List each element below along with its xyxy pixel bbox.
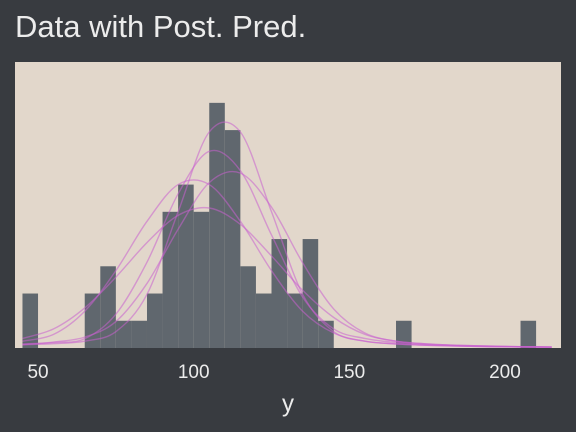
posterior-curve [22,170,552,348]
histogram-bar [520,320,537,348]
histogram-bar [193,211,210,348]
histogram-bar [146,293,163,348]
posterior-curve [22,179,552,348]
x-tick-label: 150 [333,362,365,383]
x-tick-label: 100 [178,362,210,383]
histogram-bar [115,320,132,348]
plot-layer [22,102,552,348]
x-axis-label: y [282,390,294,417]
histogram-bar [131,320,147,348]
histogram-bar [224,130,241,348]
histogram-bar [209,102,225,348]
histogram-bar [240,266,256,348]
histogram-bar [178,184,194,348]
histogram-bar [22,293,39,348]
histogram-bar [271,239,288,348]
chart-title: Data with Post. Pred. [15,9,306,44]
x-tick-label: 50 [27,362,48,383]
x-tick-label: 200 [489,362,521,383]
histogram-bar [255,293,272,348]
histogram-bar [318,320,334,348]
